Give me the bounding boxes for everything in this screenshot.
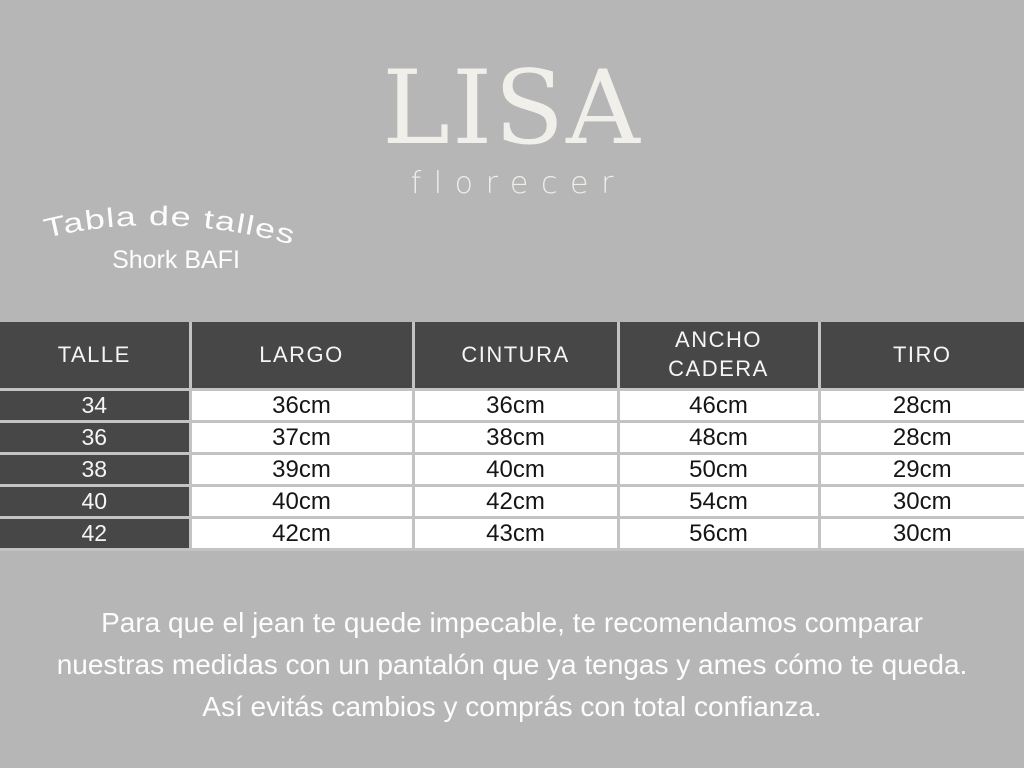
measurement-cell: 36cm: [188, 388, 415, 423]
note-line: Para que el jean te quede impecable, te …: [101, 607, 923, 638]
measurement-cell: 56cm: [616, 516, 821, 551]
column-header-label: ANCHO CADERA: [668, 327, 769, 381]
curved-title: Tabla de talles: [41, 201, 298, 251]
header-row: TALLE LARGO CINTURA ANCHO CADERA TIRO: [0, 322, 1024, 391]
column-header-label: LARGO: [259, 341, 344, 367]
brand-tagline: florecer: [410, 166, 627, 201]
recommendation-note: Para que el jean te quede impecable, te …: [0, 602, 1024, 728]
size-cell: 36: [0, 420, 192, 455]
measurement-cell: 50cm: [616, 452, 821, 487]
measurement-cell: 48cm: [616, 420, 821, 455]
title-block: Tabla de talles Shork BAFI: [40, 186, 312, 275]
measurement-cell: 42cm: [411, 484, 620, 519]
column-header-talle: TALLE: [0, 322, 192, 391]
column-header-label: TALLE: [57, 341, 131, 367]
measurement-cell: 38cm: [411, 420, 620, 455]
size-cell: 34: [0, 388, 192, 423]
curved-title-graphic: Tabla de talles: [41, 201, 299, 251]
column-header-label: TIRO: [892, 341, 952, 367]
measurement-cell: 54cm: [616, 484, 821, 519]
measurement-cell: 43cm: [411, 516, 620, 551]
measurement-cell: 36cm: [411, 388, 620, 423]
measurement-cell: 40cm: [188, 484, 415, 519]
measurement-cell: 28cm: [817, 388, 1024, 423]
measurement-cell: 37cm: [188, 420, 415, 455]
measurement-cell: 30cm: [817, 484, 1024, 519]
column-header-largo: LARGO: [188, 322, 415, 391]
table-row: 42 42cm 43cm 56cm 30cm: [0, 516, 1024, 551]
size-table: TALLE LARGO CINTURA ANCHO CADERA TIRO 34…: [0, 322, 1024, 551]
table-row: 40 40cm 42cm 54cm 30cm: [0, 484, 1024, 519]
measurement-cell: 39cm: [188, 452, 415, 487]
measurement-cell: 46cm: [616, 388, 821, 423]
note-line: Así evitás cambios y comprás con total c…: [202, 691, 822, 722]
brand-header: LISA florecer: [0, 49, 1024, 202]
column-header-label: CINTURA: [461, 341, 570, 367]
column-header-tiro: TIRO: [817, 322, 1024, 391]
size-table-body: 34 36cm 36cm 46cm 28cm 36 37cm 38cm 48cm 28cm 38 39…: [0, 388, 1024, 551]
product-name: Shork BAFI: [112, 246, 240, 274]
column-header-ancho-cadera: ANCHO CADERA: [616, 322, 821, 391]
table-row: 36 37cm 38cm 48cm 28cm: [0, 420, 1024, 455]
measurement-cell: 30cm: [817, 516, 1024, 551]
measurement-cell: 42cm: [188, 516, 415, 551]
table-row: 34 36cm 36cm 46cm 28cm: [0, 388, 1024, 423]
brand-logo: LISA: [382, 49, 642, 168]
note-line: nuestras medidas con un pantalón que ya …: [56, 649, 968, 680]
measurement-cell: 29cm: [817, 452, 1024, 487]
svg-text:Tabla de talles: Tabla de talles: [41, 201, 299, 251]
measurement-cell: 28cm: [817, 420, 1024, 455]
table-row: 38 39cm 40cm 50cm 29cm: [0, 452, 1024, 487]
size-cell: 42: [0, 516, 192, 551]
size-cell: 38: [0, 452, 192, 487]
column-header-cintura: CINTURA: [411, 322, 620, 391]
measurement-cell: 40cm: [411, 452, 620, 487]
size-cell: 40: [0, 484, 192, 519]
size-table-head: TALLE LARGO CINTURA ANCHO CADERA TIRO: [0, 322, 1024, 391]
